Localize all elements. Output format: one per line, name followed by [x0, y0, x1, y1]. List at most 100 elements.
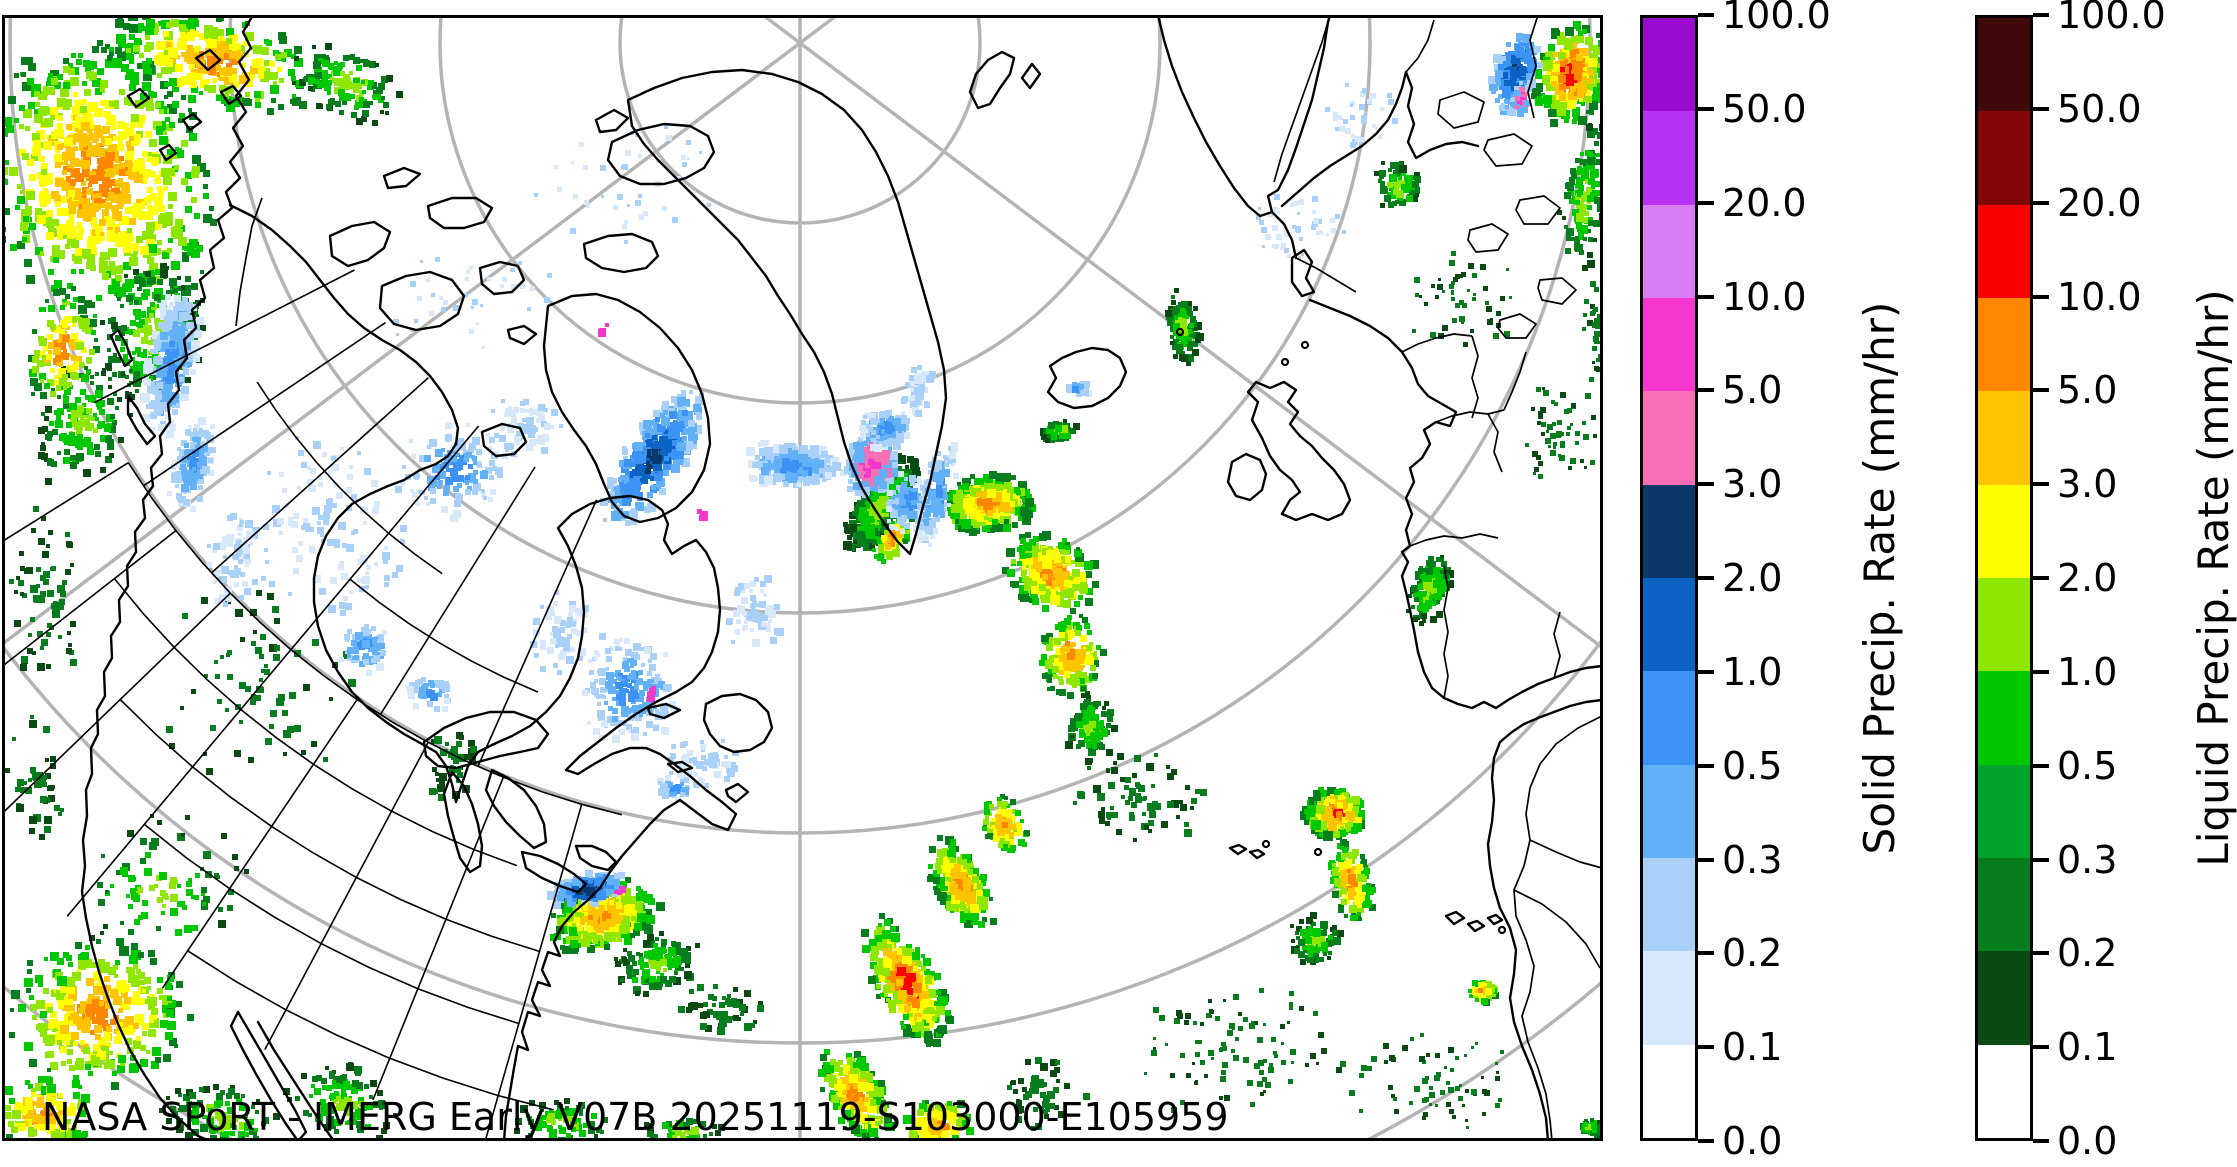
liquid-colorbar-tick — [2033, 200, 2049, 205]
liquid-colorbar-tick-label: 50.0 — [2057, 86, 2142, 131]
map-annotation: NASA SPoRT - IMERG Early V07B 20251119-S… — [42, 1095, 1229, 1139]
precip-map: NASA SPoRT - IMERG Early V07B 20251119-S… — [2, 15, 1603, 1141]
liquid-colorbar-segment — [1978, 857, 2030, 952]
solid-colorbar-segment — [1643, 671, 1695, 765]
solid-colorbar-tick — [1698, 106, 1714, 111]
solid-colorbar-label: Solid Precip. Rate (mm/hr) — [1855, 301, 1904, 855]
liquid-colorbar-tick — [2033, 857, 2049, 862]
greenland — [626, 68, 948, 556]
baltic-finland-coast — [1270, 70, 1480, 260]
solid-colorbar-segment — [1643, 577, 1695, 672]
solid-colorbar-segment — [1643, 204, 1695, 298]
solid-colorbar-tick — [1698, 1045, 1714, 1050]
solid-colorbar-tick-label: 0.5 — [1722, 743, 1783, 788]
island-dot — [1261, 839, 1271, 849]
liquid-colorbar-tick-label: 0.1 — [2057, 1025, 2118, 1070]
solid-colorbar-tick — [1698, 482, 1714, 487]
denmark — [1290, 248, 1316, 298]
solid-colorbar-tick — [1698, 669, 1714, 674]
atlantic-islands — [1228, 843, 1504, 933]
solid-colorbar-tick — [1698, 763, 1714, 768]
solid-colorbar-segment — [1643, 484, 1695, 578]
solid-colorbar-segment — [1643, 857, 1695, 952]
europe-coast — [1308, 298, 1603, 710]
liquid-colorbar-segment — [1978, 484, 2030, 578]
solid-colorbar-segment — [1643, 764, 1695, 858]
solid-colorbar-segment — [1643, 391, 1695, 485]
liquid-colorbar-tick-label: 0.5 — [2057, 743, 2118, 788]
solid-colorbar-tick-label: 1.0 — [1722, 649, 1783, 694]
island-dot — [1497, 925, 1507, 935]
coastlines — [80, 15, 1603, 1141]
iceland — [1046, 346, 1128, 410]
arctic-archipelago — [328, 108, 716, 458]
solid-colorbar-tick-label: 0.0 — [1722, 1119, 1783, 1163]
liquid-colorbar-segment — [1978, 391, 2030, 485]
solid-colorbar-tick — [1698, 388, 1714, 393]
small-islands — [1175, 327, 1507, 935]
solid-colorbar-tick — [1698, 200, 1714, 205]
coastline-pacific — [80, 15, 255, 1141]
island-dot — [1175, 327, 1185, 337]
europe-borders — [1273, 15, 1577, 699]
latitude-longitude-grid — [2, 15, 1603, 1141]
liquid-colorbar-tick-label: 2.0 — [2057, 556, 2118, 600]
liquid-colorbar-tick — [2033, 388, 2049, 393]
liquid-colorbar-tick — [2033, 763, 2049, 768]
liquid-colorbar-tick-label: 0.2 — [2057, 931, 2118, 976]
coastline-north-america-main — [228, 203, 738, 1141]
solid-colorbar-tick-label: 0.3 — [1722, 837, 1783, 882]
ireland — [1226, 452, 1268, 502]
svalbard — [968, 50, 1042, 110]
solid-colorbar-segment — [1643, 297, 1695, 392]
liquid-colorbar-tick — [2033, 1045, 2049, 1050]
solid-colorbar-tick-label: 10.0 — [1722, 274, 1807, 319]
liquid-colorbar-tick-label: 0.0 — [2057, 1119, 2118, 1163]
liquid-colorbar-tick-label: 1.0 — [2057, 649, 2118, 694]
liquid-colorbar-tick-label: 10.0 — [2057, 274, 2142, 319]
state-province-borders — [2, 269, 623, 1140]
liquid-colorbar-tick-label: 100.0 — [2057, 0, 2166, 37]
liquid-colorbar-tick — [2033, 294, 2049, 299]
solid-colorbar-tick — [1698, 951, 1714, 956]
solid-colorbar-tick — [1698, 294, 1714, 299]
liquid-colorbar-tick — [2033, 482, 2049, 487]
liquid-colorbar-tick-label: 0.3 — [2057, 837, 2118, 882]
solid-colorbar-tick-label: 2.0 — [1722, 556, 1783, 600]
liquid-colorbar — [1975, 15, 2033, 1141]
baffin-island — [542, 292, 712, 524]
solid-colorbar — [1640, 15, 1698, 1141]
liquid-colorbar-tick — [2033, 1139, 2049, 1143]
solid-colorbar-tick-label: 20.0 — [1722, 180, 1807, 225]
liquid-colorbar-tick — [2033, 106, 2049, 111]
solid-colorbar-tick-label: 3.0 — [1722, 462, 1783, 507]
island-dot — [1313, 847, 1323, 857]
liquid-colorbar-tick-label: 3.0 — [2057, 462, 2118, 507]
newfoundland — [702, 692, 774, 754]
island-dot — [1300, 340, 1310, 350]
great-britain — [1246, 380, 1352, 522]
solid-colorbar-tick — [1698, 857, 1714, 862]
solid-colorbar-tick-label: 50.0 — [1722, 86, 1807, 131]
island-dot — [1280, 357, 1290, 367]
africa-coast — [1486, 698, 1603, 1141]
liquid-colorbar-tick — [2033, 669, 2049, 674]
baja-california — [229, 1010, 336, 1141]
liquid-colorbar-segment — [1978, 577, 2030, 672]
solid-colorbar-segment — [1643, 951, 1695, 1045]
alaska-islands — [126, 48, 243, 162]
liquid-colorbar-segment — [1978, 1044, 2030, 1138]
country-borders — [235, 15, 1603, 1141]
liquid-colorbar-segment — [1978, 18, 2030, 112]
liquid-colorbar-segment — [1978, 951, 2030, 1045]
solid-colorbar-tick-label: 100.0 — [1722, 0, 1831, 37]
haida-gwaii-vancouver-island — [109, 328, 157, 446]
solid-colorbar-segment — [1643, 1044, 1695, 1138]
solid-colorbar-segment — [1643, 18, 1695, 112]
solid-colorbar-tick-label: 0.2 — [1722, 931, 1783, 976]
liquid-colorbar-tick-label: 5.0 — [2057, 368, 2118, 413]
liquid-colorbar-label: Liquid Precip. Rate (mm/hr) — [2189, 289, 2237, 867]
gulf-st-lawrence-islands — [646, 702, 750, 804]
liquid-colorbar-tick — [2033, 951, 2049, 956]
